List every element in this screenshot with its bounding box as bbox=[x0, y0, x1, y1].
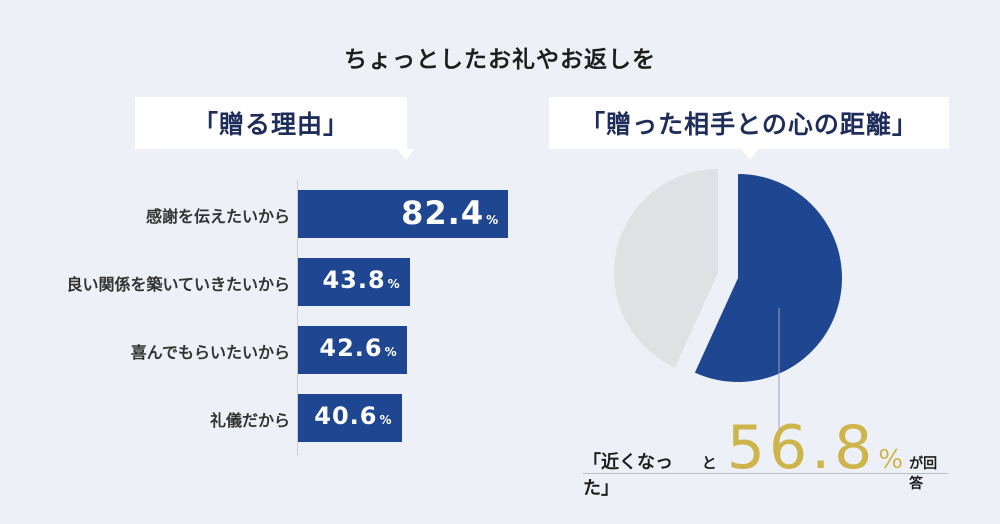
category-label: 喜んでもらいたいから bbox=[130, 343, 290, 362]
caption-underline bbox=[583, 473, 948, 474]
bar-value-label: 82.4% bbox=[401, 194, 499, 232]
bar-value-label: 42.6% bbox=[319, 334, 397, 362]
category-label: 礼儀だから bbox=[209, 411, 290, 430]
category-label: 感謝を伝えたいから bbox=[145, 207, 290, 226]
main-title: ちょっとしたお礼やお返しを bbox=[344, 47, 656, 73]
bar-value-label: 43.8% bbox=[322, 266, 400, 294]
bar bbox=[298, 190, 509, 238]
caption-suffix: が回答 bbox=[909, 456, 938, 492]
bar bbox=[298, 326, 407, 374]
reasons-heading: 「贈る理由」 bbox=[135, 97, 415, 160]
bar bbox=[298, 394, 402, 442]
bar-axis-line bbox=[297, 180, 298, 455]
pie-slice-closer bbox=[694, 174, 843, 382]
bar-value-label: 40.6% bbox=[314, 402, 392, 430]
pie-slice-other bbox=[614, 169, 718, 368]
highlight-unit: % bbox=[878, 445, 904, 475]
category-label: 良い関係を築いていきたいから bbox=[66, 275, 290, 294]
caption-to: と bbox=[701, 454, 717, 472]
caption-quote: 「近くなった」 bbox=[583, 452, 673, 499]
highlight-value: 56.8 bbox=[726, 413, 877, 483]
bar bbox=[298, 258, 410, 306]
pie-caption: 「近くなった」 と 56.8 % が回答 bbox=[583, 418, 948, 499]
distance-heading: 「贈った相手との心の距離」 bbox=[549, 97, 949, 160]
